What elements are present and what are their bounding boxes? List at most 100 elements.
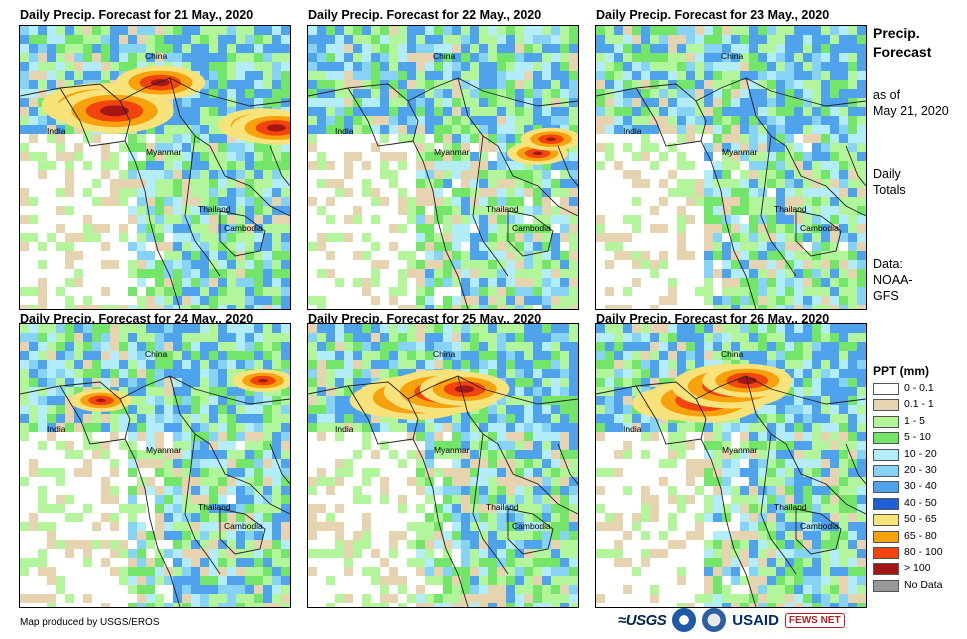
precip-cell: [443, 603, 452, 607]
precip-cell: [497, 576, 506, 585]
precip-cell: [119, 197, 128, 206]
precip-cell: [83, 152, 92, 161]
precip-cell: [209, 486, 218, 495]
precip-cell: [353, 116, 362, 125]
precip-cell: [209, 567, 218, 576]
precip-cell: [236, 215, 245, 224]
precip-cell: [506, 242, 515, 251]
precip-cell: [407, 296, 416, 305]
precip-cell: [263, 287, 272, 296]
precip-cell: [146, 378, 155, 387]
precip-cell: [308, 26, 317, 35]
precip-cell: [758, 206, 767, 215]
precip-cell: [623, 116, 632, 125]
precip-cell: [407, 134, 416, 143]
precip-cell: [317, 585, 326, 594]
precip-cell: [227, 224, 236, 233]
precip-cell: [623, 35, 632, 44]
precip-cell: [632, 287, 641, 296]
precip-cell: [56, 486, 65, 495]
precip-cell: [308, 152, 317, 161]
precip-cell: [263, 89, 272, 98]
precip-cell: [407, 432, 416, 441]
precip-cell: [281, 531, 290, 540]
precip-cell: [470, 224, 479, 233]
precip-cell: [389, 540, 398, 549]
precip-cell: [236, 80, 245, 89]
precip-cell: [551, 44, 560, 53]
precip-cell: [749, 26, 758, 35]
precip-cell: [83, 351, 92, 360]
precip-cell: [515, 369, 524, 378]
precip-cell: [461, 224, 470, 233]
precip-cell: [749, 179, 758, 188]
precip-cell: [173, 324, 182, 333]
precip-cell: [596, 324, 605, 333]
precip-cell: [83, 531, 92, 540]
precip-cell: [416, 423, 425, 432]
precip-cell: [272, 387, 281, 396]
precip-cell: [623, 206, 632, 215]
precip-cell: [29, 143, 38, 152]
precip-cell: [191, 44, 200, 53]
precip-cell: [200, 441, 209, 450]
precip-cell: [119, 387, 128, 396]
precip-cell: [443, 107, 452, 116]
precip-cell: [821, 98, 830, 107]
precip-cell: [641, 305, 650, 309]
country-border: [59, 87, 126, 147]
precip-cell: [272, 558, 281, 567]
precip-cell: [416, 206, 425, 215]
precip-cell: [380, 522, 389, 531]
precip-cell: [596, 71, 605, 80]
precip-cell: [758, 278, 767, 287]
precip-cell: [740, 116, 749, 125]
precip-cell: [38, 369, 47, 378]
precip-cell: [209, 197, 218, 206]
precip-cell: [281, 89, 290, 98]
precip-cell: [272, 188, 281, 197]
map-canvas-5: [308, 324, 578, 607]
precip-cell: [569, 477, 578, 486]
precip-cell: [47, 233, 56, 242]
precip-cell: [272, 62, 281, 71]
precip-cell: [569, 333, 578, 342]
precip-cell: [515, 44, 524, 53]
precip-cell: [38, 269, 47, 278]
precip-cell: [569, 242, 578, 251]
precip-cell: [821, 107, 830, 116]
precip-cell: [155, 423, 164, 432]
country-border: [59, 385, 126, 445]
precip-cell: [623, 44, 632, 53]
precip-cell: [479, 468, 488, 477]
precip-cell: [488, 260, 497, 269]
precip-cell: [767, 197, 776, 206]
precip-cell: [389, 423, 398, 432]
precip-cell: [191, 567, 200, 576]
precip-cell: [380, 251, 389, 260]
precip-cell: [542, 260, 551, 269]
precip-cell: [425, 80, 434, 89]
precip-cell: [659, 53, 668, 62]
precip-cell: [236, 468, 245, 477]
precip-cell: [209, 152, 218, 161]
precip-cell: [65, 468, 74, 477]
precip-cell: [101, 351, 110, 360]
precip-cell: [227, 89, 236, 98]
precip-cell: [812, 197, 821, 206]
precip-cell: [407, 576, 416, 585]
precip-cell: [344, 594, 353, 603]
precip-cell: [605, 80, 614, 89]
precip-cell: [254, 531, 263, 540]
precip-cell: [803, 89, 812, 98]
precip-cell: [857, 197, 866, 206]
precip-cell: [281, 513, 290, 522]
precip-cell: [506, 26, 515, 35]
precip-cell: [245, 287, 254, 296]
precip-cell: [128, 459, 137, 468]
precip-cell: [20, 89, 29, 98]
precip-cell: [830, 287, 839, 296]
precip-cell: [569, 513, 578, 522]
precip-cell: [794, 215, 803, 224]
precip-cell: [560, 351, 569, 360]
